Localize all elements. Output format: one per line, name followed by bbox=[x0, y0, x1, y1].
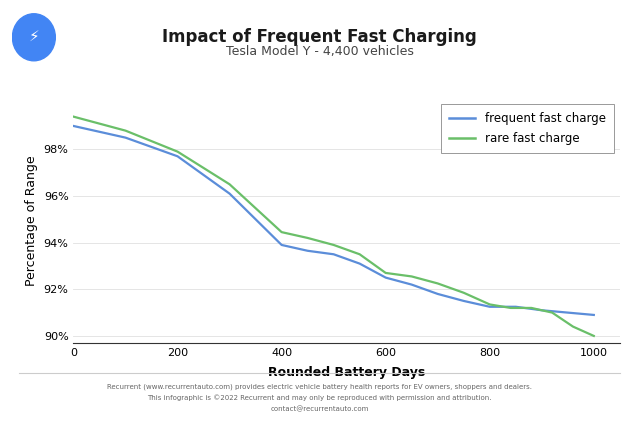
rare fast charge bbox=[569, 324, 577, 329]
Y-axis label: Percentage of Range: Percentage of Range bbox=[25, 155, 38, 286]
Line: frequent fast charge: frequent fast charge bbox=[73, 126, 594, 315]
frequent fast charge bbox=[356, 261, 364, 266]
rare fast charge bbox=[70, 114, 77, 119]
rare fast charge bbox=[330, 242, 337, 248]
frequent fast charge bbox=[460, 298, 468, 303]
frequent fast charge bbox=[538, 308, 546, 313]
frequent fast charge bbox=[434, 291, 442, 296]
X-axis label: Rounded Battery Days: Rounded Battery Days bbox=[268, 366, 426, 379]
frequent fast charge bbox=[226, 191, 233, 196]
rare fast charge bbox=[548, 310, 556, 315]
rare fast charge bbox=[528, 305, 535, 311]
rare fast charge bbox=[304, 236, 311, 241]
frequent fast charge bbox=[278, 242, 286, 248]
Text: Tesla Model Y - 4,400 vehicles: Tesla Model Y - 4,400 vehicles bbox=[226, 45, 413, 58]
rare fast charge bbox=[590, 334, 597, 339]
frequent fast charge bbox=[512, 304, 520, 309]
rare fast charge bbox=[356, 252, 364, 257]
frequent fast charge bbox=[486, 304, 493, 309]
frequent fast charge bbox=[70, 124, 77, 129]
rare fast charge bbox=[486, 302, 493, 307]
rare fast charge bbox=[121, 128, 129, 133]
rare fast charge bbox=[226, 182, 233, 187]
Circle shape bbox=[12, 14, 56, 61]
rare fast charge bbox=[434, 281, 442, 286]
frequent fast charge bbox=[304, 248, 311, 253]
rare fast charge bbox=[460, 290, 468, 295]
frequent fast charge bbox=[590, 312, 597, 317]
frequent fast charge bbox=[382, 275, 390, 280]
frequent fast charge bbox=[330, 252, 337, 257]
Text: contact@recurrentauto.com: contact@recurrentauto.com bbox=[270, 406, 369, 412]
frequent fast charge bbox=[174, 154, 181, 159]
rare fast charge bbox=[408, 274, 415, 279]
Text: Recurrent (www.recurrentauto.com) provides electric vehicle battery health repor: Recurrent (www.recurrentauto.com) provid… bbox=[107, 383, 532, 390]
frequent fast charge bbox=[408, 282, 415, 287]
frequent fast charge bbox=[564, 310, 572, 315]
Legend: frequent fast charge, rare fast charge: frequent fast charge, rare fast charge bbox=[441, 104, 614, 153]
Text: This infographic is ©2022 Recurrent and may only be reproduced with permission a: This infographic is ©2022 Recurrent and … bbox=[147, 394, 492, 401]
frequent fast charge bbox=[121, 135, 129, 140]
rare fast charge bbox=[507, 305, 514, 311]
rare fast charge bbox=[278, 230, 286, 235]
Text: ⚡: ⚡ bbox=[29, 29, 39, 44]
Line: rare fast charge: rare fast charge bbox=[73, 117, 594, 336]
rare fast charge bbox=[174, 149, 181, 154]
rare fast charge bbox=[382, 271, 390, 276]
Text: Impact of Frequent Fast Charging: Impact of Frequent Fast Charging bbox=[162, 28, 477, 46]
